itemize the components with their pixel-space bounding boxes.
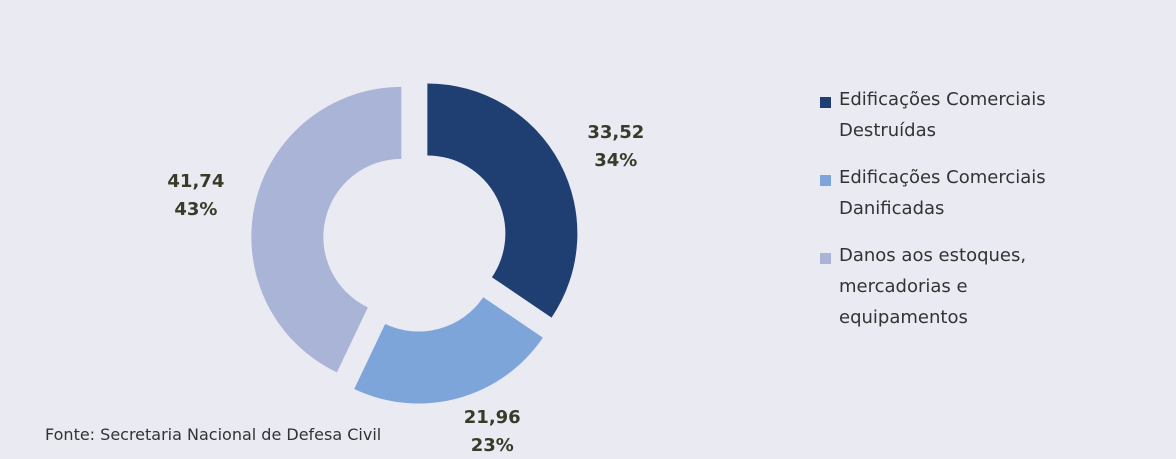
value-label: 41,74 bbox=[167, 171, 224, 192]
donut-segment bbox=[427, 83, 578, 318]
value-label: 21,96 bbox=[464, 407, 521, 428]
legend-swatch bbox=[820, 253, 831, 264]
percent-label: 23% bbox=[471, 435, 514, 456]
source: Fonte: Secretaria Nacional de Defesa Civ… bbox=[45, 425, 382, 444]
donut-segment bbox=[251, 86, 402, 373]
value-label: 33,52 bbox=[587, 122, 644, 143]
legend-label: Danos aos estoques, mercadorias e equipa… bbox=[839, 245, 1027, 328]
legend-item: Edificações Comerciais Danificadas bbox=[820, 167, 1080, 224]
legend-item: Danos aos estoques, mercadorias e equipa… bbox=[820, 245, 1080, 333]
percent-label: 34% bbox=[594, 150, 637, 171]
legend-swatch bbox=[820, 97, 831, 108]
percent-label: 43% bbox=[174, 199, 217, 220]
donut-segment bbox=[354, 297, 543, 404]
legend-label: Edificações Comerciais Danificadas bbox=[839, 167, 1046, 219]
legend-swatch bbox=[820, 175, 831, 186]
legend-label: Edificações Comerciais Destruídas bbox=[839, 89, 1046, 141]
legend: Edificações Comerciais Destruídas Edifica… bbox=[820, 89, 1080, 355]
legend-item: Edificações Comerciais Destruídas bbox=[820, 89, 1080, 146]
